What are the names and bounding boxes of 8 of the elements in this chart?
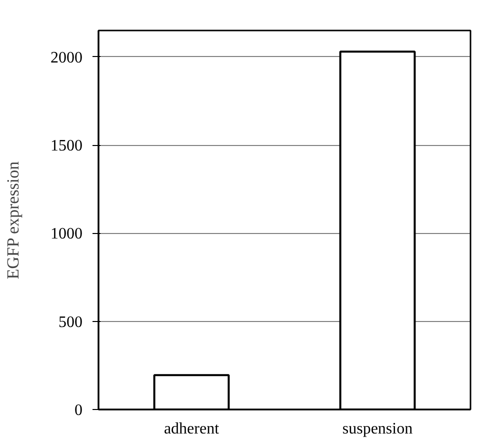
y-tick-label: 1000 (50, 226, 82, 243)
y-tick-label: 1500 (50, 138, 82, 155)
y-tick-label: 0 (74, 402, 82, 419)
y-axis-title: EGFP expression (4, 160, 22, 280)
x-tick-label: adherent (164, 420, 220, 438)
y-tick-label: 2000 (50, 49, 82, 66)
x-tick-label: suspension (342, 420, 413, 438)
y-tick-label: 500 (58, 314, 82, 331)
